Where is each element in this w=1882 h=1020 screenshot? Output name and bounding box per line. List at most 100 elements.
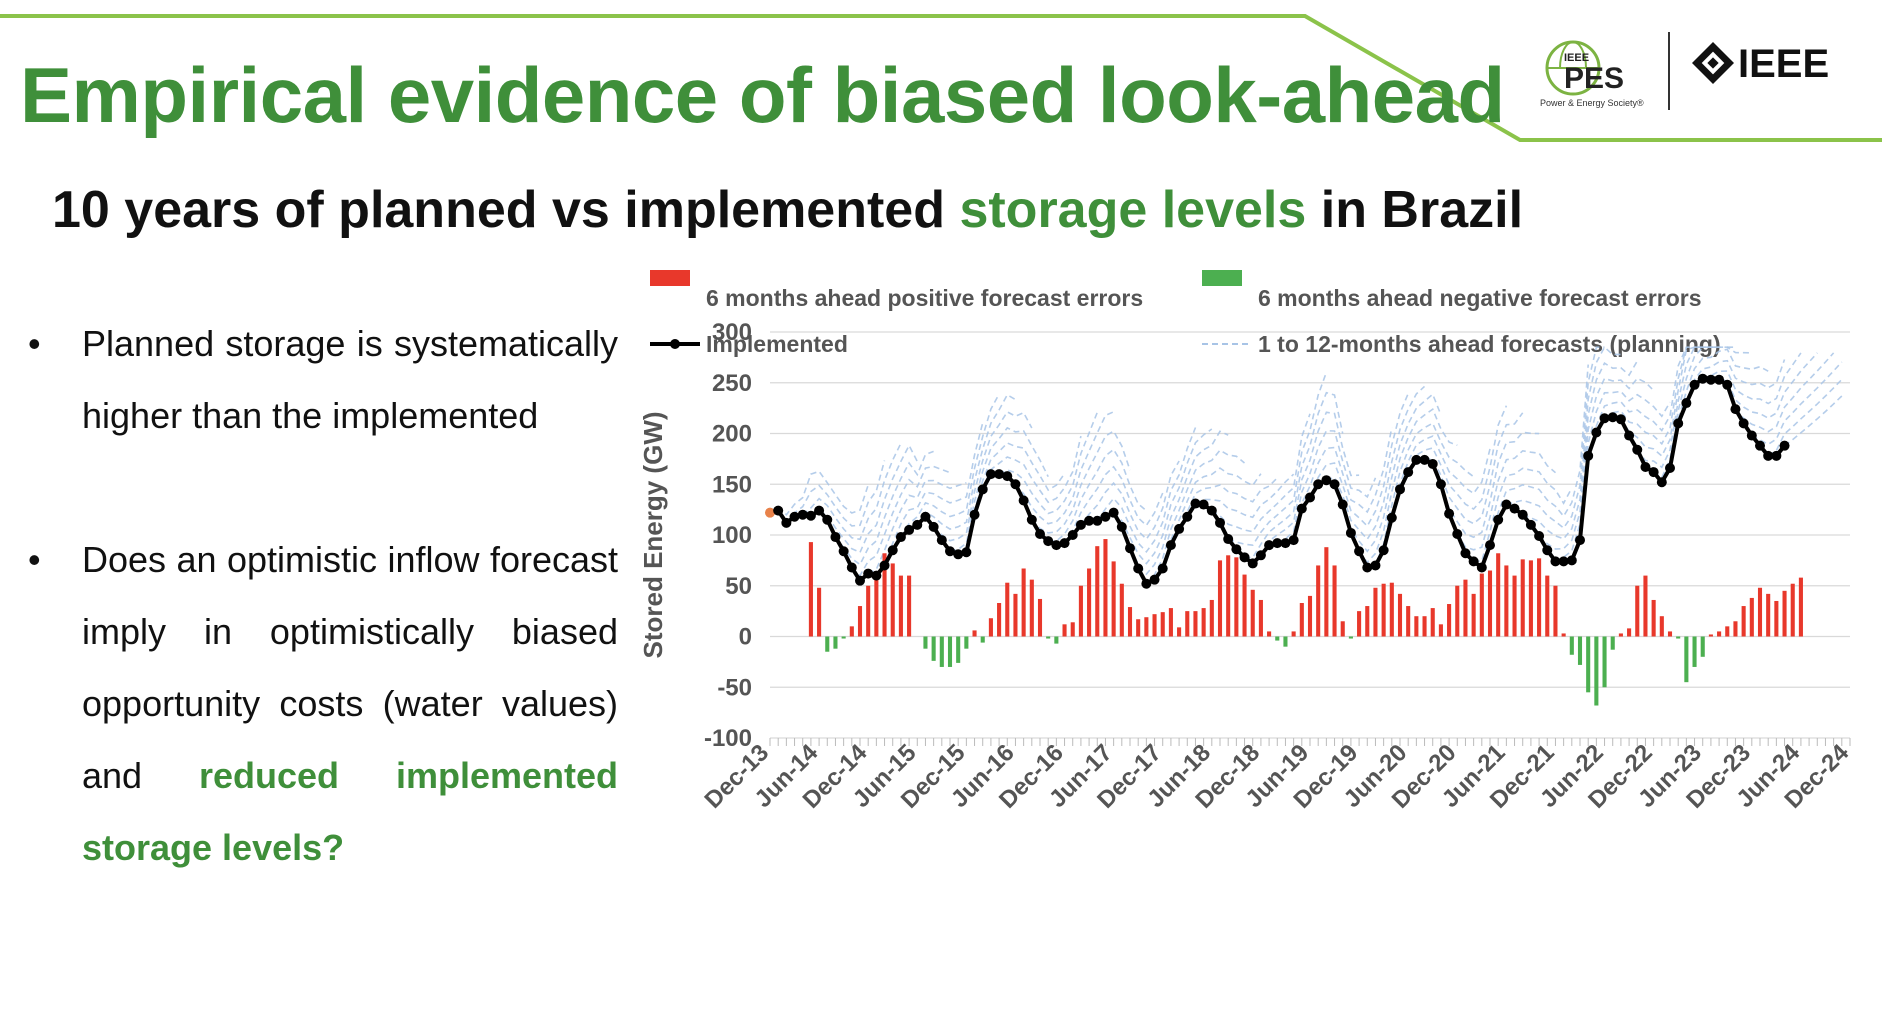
implemented-point (1558, 556, 1569, 567)
error-bar (1365, 606, 1370, 637)
error-bar (1406, 606, 1411, 637)
error-bar (1103, 539, 1108, 637)
implemented-point (1305, 492, 1315, 503)
implemented-point (1157, 563, 1168, 574)
error-bar (1569, 636, 1574, 655)
storage-chart: 300250200150100500-50-100Dec-13Jun-14Dec… (640, 270, 1855, 814)
implemented-point (1697, 373, 1708, 384)
error-bar (1602, 636, 1607, 688)
forecast-path (1129, 430, 1229, 576)
error-bar (1160, 612, 1165, 637)
forecast-path (1244, 391, 1344, 559)
error-bar (1267, 631, 1272, 637)
forecast-path (785, 460, 886, 527)
forecast-path (998, 412, 1099, 515)
ieee-pes-logo (1545, 40, 1601, 96)
implemented-point (1468, 556, 1479, 567)
implemented-point (1550, 556, 1561, 567)
error-bar (898, 575, 903, 637)
error-bar (1029, 579, 1034, 637)
error-bar (874, 574, 879, 637)
error-bar (1242, 574, 1247, 637)
error-bar (964, 636, 969, 649)
forecast-path (1063, 465, 1164, 544)
implemented-point (1730, 404, 1741, 415)
implemented-point (1738, 418, 1749, 429)
implemented-point (838, 546, 849, 557)
error-bar (1667, 631, 1673, 637)
y-tick-label: 50 (725, 573, 752, 600)
forecast-path (1374, 422, 1475, 566)
implemented-point (1345, 527, 1356, 538)
error-bar (882, 553, 887, 637)
implemented-point (1493, 514, 1504, 525)
ieee-diamond-logo (1692, 42, 1734, 84)
error-bar (1209, 599, 1214, 637)
error-bar (1447, 604, 1452, 637)
error-bar (1774, 600, 1779, 637)
error-bar (1708, 634, 1713, 637)
error-bar (1577, 636, 1583, 665)
implemented-point (1378, 545, 1389, 556)
error-bar (1070, 622, 1075, 637)
implemented-point (1370, 560, 1381, 571)
implemented-point (887, 545, 898, 556)
error-bar (1438, 624, 1443, 637)
forecast-path (1669, 348, 1769, 469)
implemented-point (797, 509, 808, 520)
implemented-point (945, 546, 955, 557)
implemented-point (1051, 540, 1062, 551)
y-tick-label: -100 (704, 725, 752, 752)
implemented-point (1075, 519, 1086, 530)
error-bar (1226, 555, 1231, 637)
implemented-point (1239, 552, 1250, 563)
implemented-point (920, 511, 931, 522)
error-bar (1144, 617, 1149, 637)
bullet-text-plain: Does an optimistic inflow forecast imply… (82, 539, 618, 796)
error-bar (923, 636, 928, 649)
error-bar (1152, 614, 1157, 637)
error-bar (1618, 633, 1623, 637)
implemented-point (1386, 512, 1397, 523)
error-bar (1430, 608, 1435, 637)
bullet-item: • Planned storage is systematically high… (28, 308, 618, 452)
bullet-text: Planned storage is systematically higher… (82, 323, 618, 436)
implemented-point (1607, 412, 1618, 423)
error-bar (1217, 560, 1223, 637)
error-bar (1078, 585, 1083, 637)
implemented-point (1722, 379, 1733, 390)
error-bar (1127, 607, 1133, 637)
implemented-point (1542, 545, 1553, 556)
forecast-path (1292, 427, 1393, 541)
implemented-point (1779, 440, 1790, 451)
forecast-path (1260, 411, 1360, 556)
implemented-point (977, 484, 988, 495)
forecast-path (1048, 448, 1147, 542)
error-bar (1046, 636, 1051, 639)
implemented-point (1599, 413, 1610, 424)
implemented-point (1255, 550, 1266, 561)
forecast-path (1784, 395, 1843, 447)
error-bar (1062, 624, 1067, 637)
forecast-path (802, 442, 902, 541)
implemented-point (1632, 444, 1643, 455)
error-bar (1717, 631, 1722, 637)
implemented-point (1575, 535, 1585, 546)
subtitle-suffix: in Brazil (1306, 181, 1524, 239)
error-bar (956, 636, 961, 663)
implemented-point (1329, 479, 1340, 490)
implemented-point (1272, 538, 1283, 549)
forecast-path (1734, 352, 1835, 433)
error-bar (1757, 587, 1763, 637)
legend-swatch (650, 270, 690, 286)
error-bar (1553, 585, 1558, 637)
error-bar (1324, 547, 1329, 637)
error-bar (1635, 585, 1640, 637)
error-bar (1275, 636, 1280, 641)
implemented-point (830, 532, 841, 543)
slide-title: Empirical evidence of biased look-ahead (20, 51, 1505, 139)
forecast-path (1489, 364, 1589, 546)
error-bar (1348, 636, 1353, 639)
forecast-path (818, 443, 919, 554)
implemented-point (846, 562, 857, 573)
